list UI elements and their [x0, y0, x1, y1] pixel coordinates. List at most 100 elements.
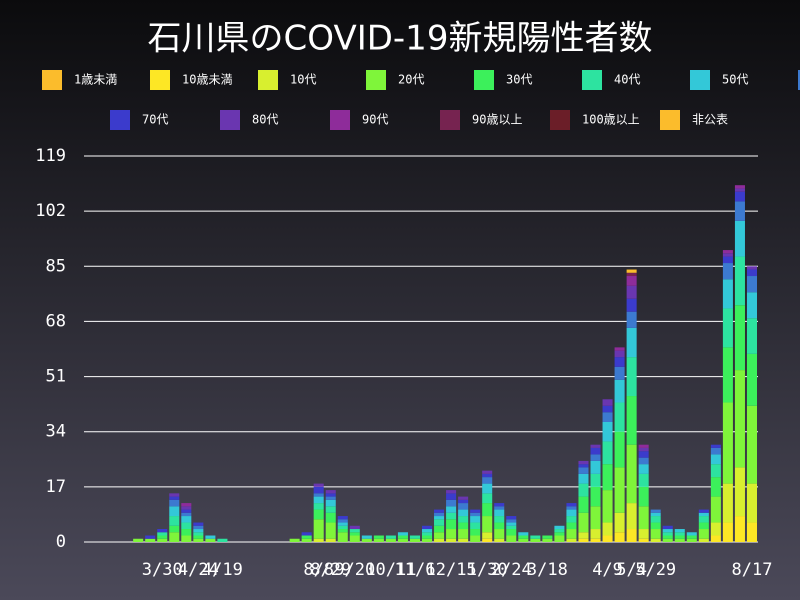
bar-segment: [325, 496, 336, 500]
bar-segment: [626, 272, 637, 277]
bar-segment: [482, 470, 493, 474]
bar-segment: [494, 503, 505, 507]
bar-segment: [746, 353, 757, 406]
bar-segment: [710, 477, 721, 497]
bar-segment: [698, 512, 709, 517]
y-tick-label: 68: [46, 311, 66, 331]
bar-segment: [662, 535, 673, 539]
bar-segment: [710, 454, 721, 465]
bar-segment: [482, 477, 493, 484]
bar-segment: [734, 191, 745, 202]
bar-segment: [566, 538, 577, 542]
legend-label: 70代: [142, 113, 168, 127]
bar-segment: [638, 486, 649, 507]
x-tick-label: 3/18: [527, 560, 568, 580]
bar-segment: [169, 532, 180, 542]
bar-segment: [626, 357, 637, 397]
bar-segment: [638, 457, 649, 465]
bar-segment: [313, 509, 324, 520]
bar-segment: [614, 350, 625, 358]
bar-segment: [181, 509, 192, 513]
bar-segment: [217, 538, 228, 542]
bar-segment: [397, 532, 408, 536]
bar-segment: [722, 483, 733, 523]
bar-segment: [337, 532, 348, 542]
bar-segment: [446, 493, 457, 500]
bar-segment: [578, 483, 589, 497]
legend-label: 30代: [506, 73, 532, 87]
bar-segment: [494, 522, 505, 530]
bar-segment: [734, 220, 745, 257]
bar-segment: [458, 503, 469, 510]
bar-segment: [602, 441, 613, 465]
y-tick-label: 119: [35, 146, 66, 166]
bar-segment: [373, 538, 384, 542]
bar-segment: [566, 529, 577, 539]
bar-segment: [722, 402, 733, 484]
bar-segment: [325, 538, 336, 542]
bar-segment: [590, 454, 601, 461]
bar-segment: [554, 532, 565, 536]
legend-swatch: [220, 110, 240, 130]
bar-segment: [734, 305, 745, 371]
bar-segment: [722, 308, 733, 348]
bar-segment: [554, 535, 565, 542]
bar-segment: [397, 535, 408, 539]
bar-segment: [181, 529, 192, 536]
bar-segment: [337, 529, 348, 533]
bar-segment: [313, 538, 324, 542]
bar-segment: [181, 522, 192, 530]
bar-segment: [662, 538, 673, 542]
bar-segment: [470, 509, 481, 513]
bar-segment: [734, 256, 745, 306]
bar-segment: [650, 522, 661, 530]
bar-segment: [746, 292, 757, 319]
bar-segment: [422, 538, 433, 542]
bar-segment: [169, 493, 180, 497]
bar-segment: [746, 522, 757, 542]
bar-segment: [746, 483, 757, 523]
bar-segment: [349, 535, 360, 542]
legend-label: 20代: [398, 73, 424, 87]
bar-segment: [590, 444, 601, 448]
bar-segment: [470, 522, 481, 530]
bar-segment: [482, 516, 493, 533]
x-tick-label: 10/11: [365, 560, 416, 580]
bar-segment: [578, 496, 589, 513]
bar-segment: [422, 532, 433, 536]
bar-segment: [385, 535, 396, 539]
bar-segment: [193, 535, 204, 539]
bar-segment: [325, 493, 336, 497]
bar-segment: [734, 516, 745, 542]
bar-segment: [518, 538, 529, 542]
bar-segment: [181, 535, 192, 542]
bar-segment: [590, 447, 601, 455]
bar-segment: [530, 538, 541, 542]
bar-segment: [626, 311, 637, 328]
bar-segment: [734, 370, 745, 468]
legend-swatch: [582, 70, 602, 90]
bar-segment: [614, 532, 625, 542]
bar-segment: [325, 512, 336, 523]
bar-segment: [181, 516, 192, 523]
bar-segment: [458, 496, 469, 500]
legend-swatch: [660, 110, 680, 130]
bar-segment: [710, 535, 721, 542]
bar-segment: [590, 460, 601, 474]
bar-segment: [674, 538, 685, 542]
bar-segment: [650, 509, 661, 513]
bar-segment: [578, 473, 589, 484]
legend-label: 90代: [362, 113, 388, 127]
bar-segment: [722, 250, 733, 254]
bar-segment: [506, 522, 517, 526]
bar-segment: [434, 516, 445, 520]
bar-segment: [157, 535, 168, 539]
y-tick-label: 0: [56, 532, 66, 552]
bar-segment: [482, 493, 493, 504]
legend-label: 40代: [614, 73, 640, 87]
bar-segment: [446, 506, 457, 513]
bar-segment: [578, 512, 589, 533]
bar-segment: [722, 347, 733, 403]
bar-segment: [313, 519, 324, 539]
bar-segment: [614, 357, 625, 367]
